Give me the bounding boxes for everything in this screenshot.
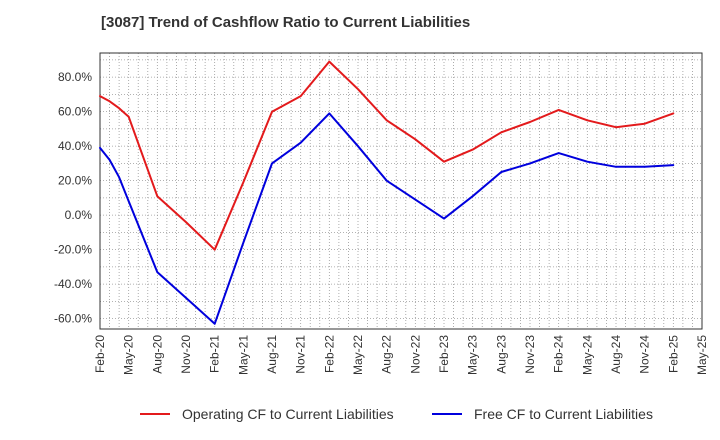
legend-label-free-cf: Free CF to Current Liabilities — [474, 406, 653, 422]
legend-item-free-cf: Free CF to Current Liabilities — [432, 404, 653, 424]
x-tick-label: Nov-22 — [408, 335, 422, 374]
y-tick-label: 40.0% — [58, 139, 92, 153]
x-tick-label: Aug-21 — [265, 335, 279, 374]
x-tick-label: May-25 — [695, 335, 709, 375]
legend-label-operating-cf: Operating CF to Current Liabilities — [182, 406, 394, 422]
y-tick-label: 60.0% — [58, 105, 92, 119]
x-tick-label: Nov-20 — [179, 335, 193, 374]
y-tick-label: -20.0% — [54, 243, 92, 257]
grid — [99, 53, 703, 329]
x-tick-label: Feb-21 — [208, 335, 222, 373]
x-tick-label: Aug-23 — [494, 335, 508, 374]
x-tick-label: Aug-22 — [380, 335, 394, 374]
x-tick-label: May-24 — [580, 335, 594, 375]
series-lines — [99, 60, 675, 325]
y-tick-label: 0.0% — [65, 208, 93, 222]
x-tick-label: Feb-23 — [437, 335, 451, 373]
x-tick-label: May-20 — [122, 335, 136, 375]
series-line-free-cf — [99, 112, 675, 325]
y-tick-label: 80.0% — [58, 70, 92, 84]
x-tick-label: Nov-24 — [638, 335, 652, 374]
x-tick-label: Aug-24 — [609, 335, 623, 374]
x-tick-label: Feb-20 — [93, 335, 107, 373]
y-tick-label: -40.0% — [54, 277, 92, 291]
x-tick-label: Feb-25 — [666, 335, 680, 373]
chart-title: [3087] Trend of Cashflow Ratio to Curren… — [101, 14, 471, 31]
x-tick-label: Nov-21 — [294, 335, 308, 374]
legend-swatch-operating-cf — [140, 413, 170, 415]
x-tick-label: Feb-24 — [552, 335, 566, 373]
legend-swatch-free-cf — [432, 413, 462, 415]
y-tick-label: 20.0% — [58, 174, 92, 188]
x-axis: Feb-20 May-20 Aug-20 Nov-20 Feb-21 May-21 Aug-… — [93, 335, 709, 375]
y-axis: 80.0% 60.0% 40.0% 20.0% 0.0% -20.0% -40.0% -60.… — [54, 70, 93, 326]
legend-item-operating-cf: Operating CF to Current Liabilities — [140, 404, 394, 424]
x-tick-label: Nov-23 — [523, 335, 537, 374]
y-tick-label: -60.0% — [54, 312, 92, 326]
x-tick-label: Aug-20 — [150, 335, 164, 374]
x-tick-label: May-23 — [466, 335, 480, 375]
x-tick-label: May-21 — [236, 335, 250, 375]
x-tick-label: May-22 — [351, 335, 365, 375]
x-tick-label: Feb-22 — [322, 335, 336, 373]
plot-area — [99, 52, 703, 330]
series-line-operating-cf — [99, 60, 675, 251]
